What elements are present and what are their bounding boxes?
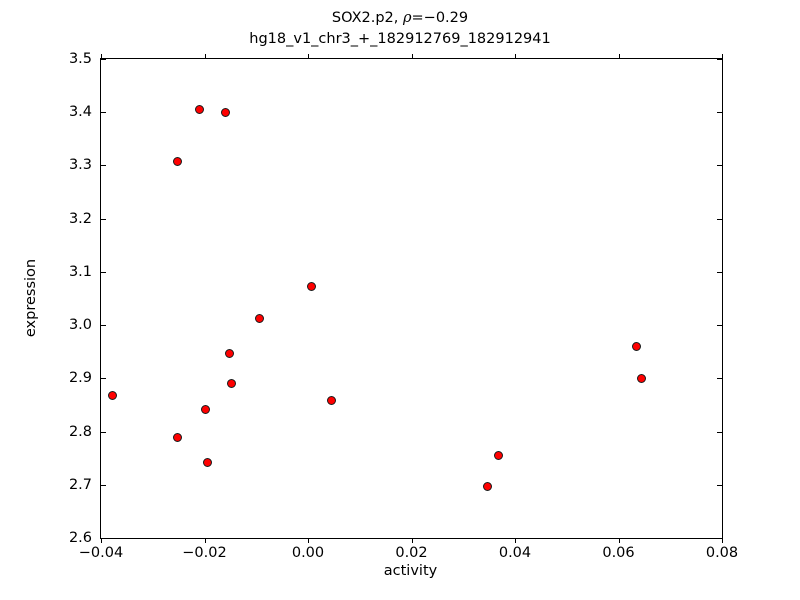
chart-title-prefix: SOX2.p2, [331,10,403,26]
x-axis-tick-label: 0.08 [705,545,739,561]
x-axis-tick [308,538,309,543]
x-axis-tick-top [101,54,102,59]
x-axis-tick-top [722,54,723,59]
data-point [108,391,118,401]
y-axis-tick-right [717,165,722,167]
y-axis-tick-label: 3.0 [68,317,92,334]
y-axis-tick [101,218,106,220]
x-axis-tick-label: 0.00 [291,545,325,561]
y-axis-tick-right [717,431,722,433]
y-axis-tick [101,538,106,539]
y-axis-tick-label: 2.9 [68,370,92,387]
data-point [202,457,212,467]
data-point [255,314,265,324]
x-axis-tick [101,538,102,543]
x-axis-tick-label: 0.04 [498,545,532,561]
data-point [220,108,230,118]
x-axis-tick-label: 0.02 [395,545,428,561]
x-axis-label: activity [383,563,438,579]
y-axis-tick-label: 3.1 [68,263,92,280]
x-axis-tick-top [411,54,413,59]
data-point [172,156,182,166]
x-axis-tick [515,538,516,543]
data-point [636,374,646,384]
y-axis-tick-label: 2.8 [68,423,92,440]
data-point [306,282,316,292]
data-point [631,342,641,352]
y-axis-tick [101,378,106,380]
y-axis-tick [101,165,106,167]
y-axis-tick-label: 3.5 [68,51,92,67]
plot-axes-frame: −0.04 −0.02 0.00 0.02 0.04 0.06 0.08 2.6 2.7 2.8 2… [69,51,738,561]
y-axis-tick-right [717,218,722,220]
y-axis-tick-right [717,378,722,380]
y-axis-tick [101,484,106,486]
y-axis-tick-right [717,484,722,486]
rho-value: =−0.29 [411,10,469,26]
x-axis-tick-label: −0.02 [182,545,227,561]
x-axis-tick-top [618,54,620,59]
x-axis-tick-label: −0.04 [78,545,124,561]
y-axis-tick-right [717,325,722,327]
chart-title-block: SOX2.p2, ρ=−0.29 hg18_v1_chr3_+_18291276… [0,8,800,50]
data-point [172,433,182,443]
x-axis-tick-label: 0.06 [602,545,635,561]
y-axis-tick-label: 3.2 [68,210,92,227]
plot-data-area [101,59,722,538]
data-point [226,378,236,388]
y-axis-tick [101,112,106,114]
y-axis-tick [101,431,106,433]
data-point [195,105,205,115]
x-axis-tick-top [308,54,309,59]
y-axis-tick-right [717,538,722,539]
y-axis-tick-label: 2.7 [68,476,92,493]
chart-subtitle: hg18_v1_chr3_+_182912769_182912941 [249,31,551,47]
y-axis-tick-right [717,59,722,60]
y-axis-tick-right [717,271,722,273]
x-axis-tick [411,538,413,543]
y-axis-tick-label: 3.3 [68,157,92,174]
y-axis-tick-right [717,112,722,114]
y-axis-tick-label: 3.4 [68,104,92,121]
data-point [494,451,504,460]
x-axis-tick [722,538,723,543]
y-axis-tick [101,59,106,60]
data-point [200,404,210,414]
x-axis-tick [618,538,620,543]
x-axis-tick [204,538,206,543]
chart-title: SOX2.p2, ρ=−0.29 [0,8,800,29]
y-axis-tick-label: 2.6 [68,530,92,546]
x-axis-tick-top [515,54,516,59]
data-point [327,396,337,406]
data-point [482,482,492,492]
x-axis-tick-top [204,54,206,59]
y-axis-label: expression [23,258,39,337]
y-axis-tick [101,271,106,273]
data-point [224,348,234,358]
y-axis-tick [101,325,106,327]
rho-symbol: ρ [402,10,412,26]
